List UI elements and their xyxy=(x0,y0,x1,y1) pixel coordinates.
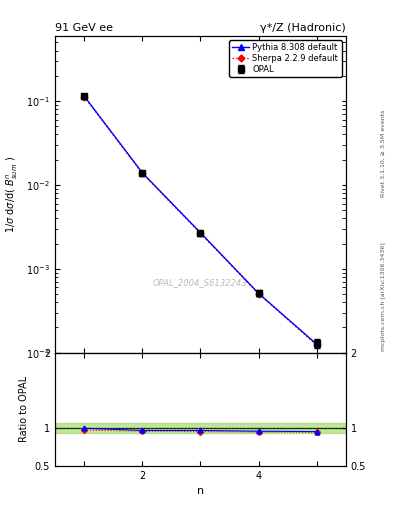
Bar xyxy=(55,423,346,434)
Pythia 8.308 default xyxy=(140,169,145,176)
Pythia 8.308 default xyxy=(82,93,86,99)
Y-axis label: 1/$\sigma$ d$\sigma$/d( $B^n_{sum}$ ): 1/$\sigma$ d$\sigma$/d( $B^n_{sum}$ ) xyxy=(5,156,20,233)
Sherpa 2.2.9 default xyxy=(198,230,203,237)
Text: γ*/Z (Hadronic): γ*/Z (Hadronic) xyxy=(260,23,346,33)
Text: OPAL_2004_S6132243: OPAL_2004_S6132243 xyxy=(153,279,248,288)
Text: 91 GeV ee: 91 GeV ee xyxy=(55,23,113,33)
Line: Sherpa 2.2.9 default: Sherpa 2.2.9 default xyxy=(82,94,319,348)
Pythia 8.308 default xyxy=(256,290,261,296)
Sherpa 2.2.9 default xyxy=(256,291,261,297)
Y-axis label: Ratio to OPAL: Ratio to OPAL xyxy=(19,376,29,442)
Pythia 8.308 default xyxy=(314,342,319,348)
Pythia 8.308 default xyxy=(198,229,203,236)
Sherpa 2.2.9 default xyxy=(82,94,86,100)
Text: Rivet 3.1.10, ≥ 3.5M events: Rivet 3.1.10, ≥ 3.5M events xyxy=(381,110,386,197)
Line: Pythia 8.308 default: Pythia 8.308 default xyxy=(81,93,320,347)
Sherpa 2.2.9 default xyxy=(140,170,145,176)
X-axis label: n: n xyxy=(197,486,204,496)
Sherpa 2.2.9 default xyxy=(314,342,319,348)
Text: mcplots.cern.ch [arXiv:1306.3436]: mcplots.cern.ch [arXiv:1306.3436] xyxy=(381,243,386,351)
Legend: Pythia 8.308 default, Sherpa 2.2.9 default, OPAL: Pythia 8.308 default, Sherpa 2.2.9 defau… xyxy=(229,40,342,77)
